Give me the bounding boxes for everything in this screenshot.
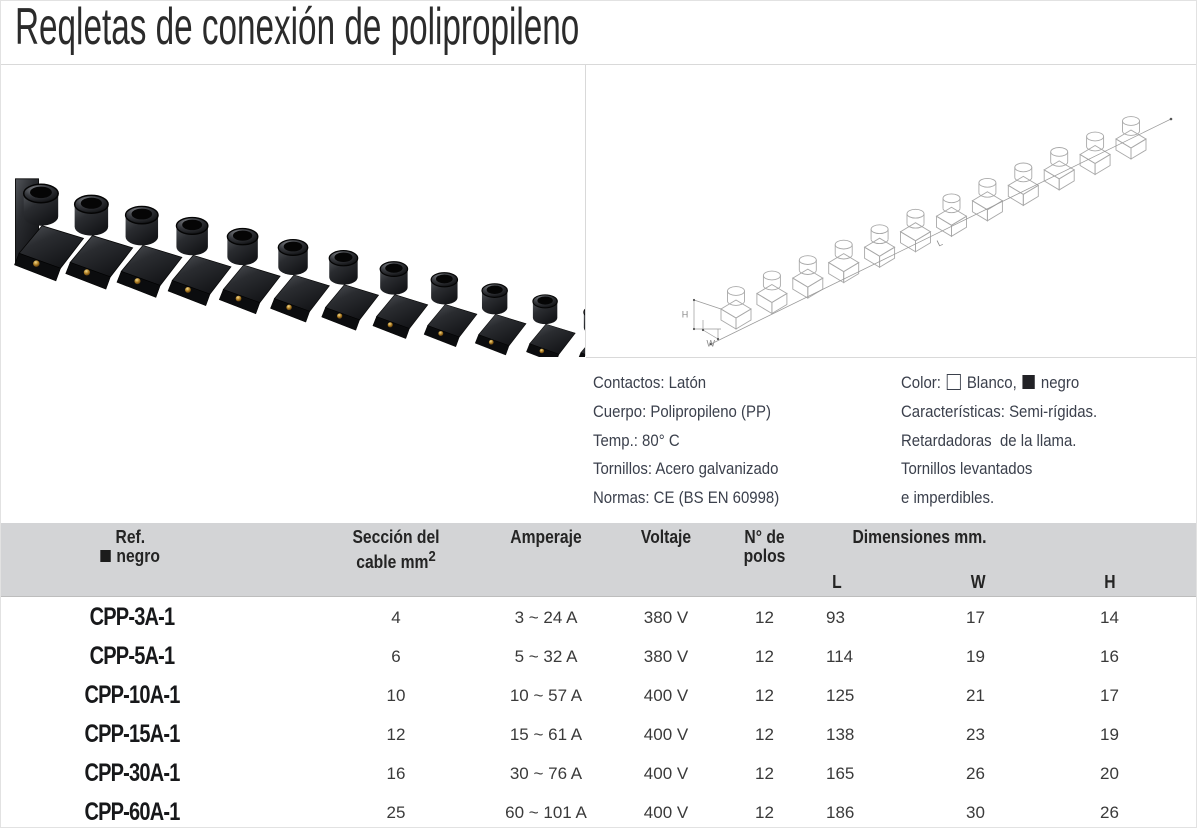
svg-text:L: L [935, 237, 944, 248]
svg-text:H: H [682, 310, 689, 320]
svg-text:W: W [707, 339, 716, 349]
